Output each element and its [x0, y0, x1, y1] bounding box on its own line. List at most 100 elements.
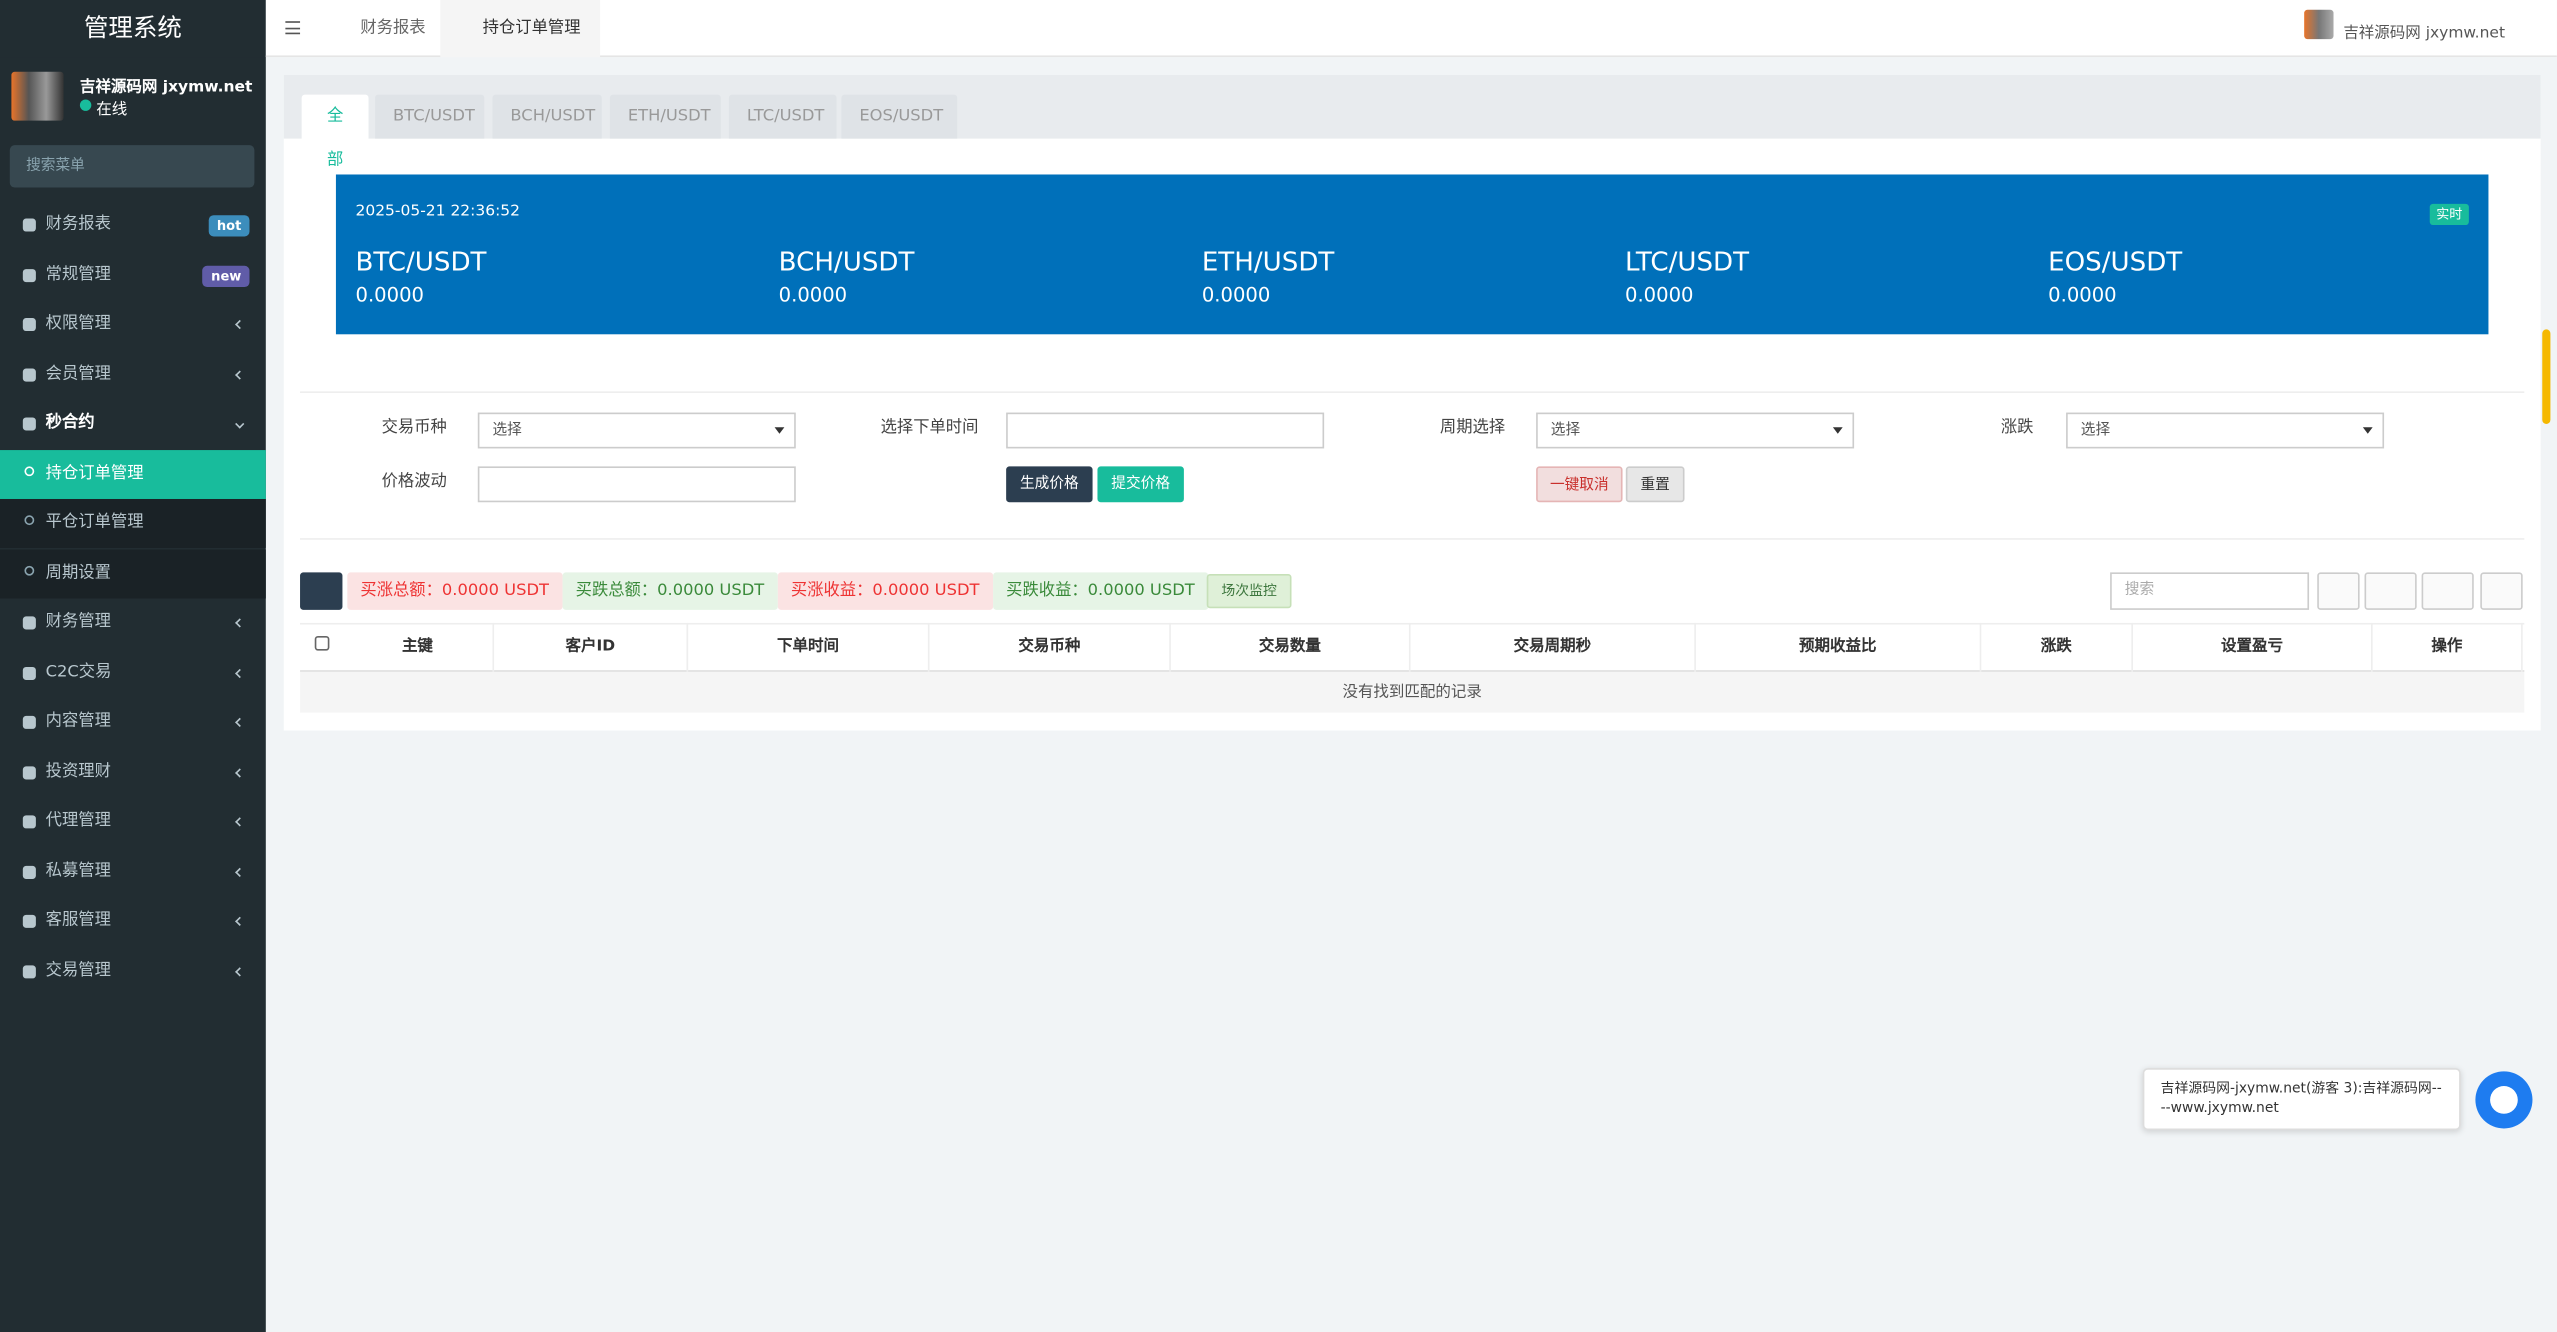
chat-button[interactable] [2475, 1071, 2533, 1129]
top-user[interactable]: 吉祥源码网 jxymw.net [2343, 24, 2506, 43]
select[interactable]: 选择 [1536, 412, 1855, 449]
stat: 买涨收益：0.0000 USDT [777, 572, 993, 610]
caret [774, 427, 785, 438]
filter-tab[interactable]: BTC/USDT [375, 94, 485, 139]
menu-icon [22, 815, 36, 829]
menu-item[interactable]: 内容管理 [0, 698, 266, 747]
column-header: 预期收益比 [1696, 622, 1982, 672]
caret [1832, 427, 1843, 438]
table-header [300, 622, 2525, 672]
menu-arrow [235, 419, 245, 429]
submenu-icon [24, 465, 35, 476]
button[interactable]: 重置 [1625, 466, 1685, 503]
menu-arrow [235, 668, 245, 678]
pair-name: BTC/USDT [355, 246, 487, 278]
pair-name: EOS/USDT [2048, 246, 2183, 278]
pair-price: 0.0000 [2048, 283, 2117, 307]
stat: 买涨总额：0.0000 USDT [347, 572, 563, 610]
menu-arrow [235, 966, 245, 976]
select[interactable]: 选择 [477, 412, 796, 449]
menu-icon [22, 616, 36, 630]
stat: 买跌收益：0.0000 USDT [993, 572, 1208, 610]
menu-item[interactable]: C2C交易 [0, 648, 266, 697]
pair-price: 0.0000 [355, 283, 424, 307]
tool-button[interactable] [2480, 572, 2523, 610]
filter-tab[interactable]: ETH/USDT [609, 94, 721, 139]
submenu-icon [24, 565, 35, 575]
column-header: 交易币种 [929, 622, 1171, 672]
checkbox[interactable] [314, 635, 330, 651]
status-dot [79, 99, 92, 111]
menu-icon [22, 914, 36, 928]
menu-item[interactable]: 权限管理 [0, 300, 266, 349]
menu-item[interactable]: 财务报表 hot [0, 201, 266, 250]
tool-button[interactable] [2364, 572, 2417, 610]
tool-button[interactable] [2317, 572, 2360, 610]
column-header: 设置盈亏 [2133, 622, 2373, 672]
top-avatar [2304, 9, 2334, 40]
sidebar: 管理系统 吉祥源码网 jxymw.net 在线 搜索菜单 财务报表 hot 常规管理… [0, 0, 266, 1332]
nav-tab[interactable]: 持仓订单管理 [440, 0, 601, 58]
chat-bubble[interactable]: 吉祥源码网-jxymw.net(游客 3):吉祥源码网----www.jxymw… [2142, 1068, 2461, 1131]
submenu-item[interactable]: 持仓订单管理 [0, 449, 266, 499]
menu-item[interactable]: 投资理财 [0, 748, 266, 797]
filter-tab[interactable]: 全部 [301, 94, 369, 170]
menu-item[interactable]: 财务管理 [0, 598, 266, 647]
chat-icon [2490, 1086, 2518, 1114]
menu-icon [22, 715, 36, 729]
menu-toggle[interactable] [285, 21, 301, 35]
column-header: 交易数量 [1171, 622, 1411, 672]
brand: 管理系统 [0, 0, 266, 58]
menu-arrow [235, 369, 245, 379]
filter-label: 选择下单时间 [880, 419, 979, 438]
filter-tab[interactable]: LTC/USDT [728, 94, 837, 139]
filter-tab[interactable]: EOS/USDT [841, 94, 958, 139]
menu-item[interactable]: 代理管理 [0, 797, 266, 846]
column-header: 涨跌 [1981, 622, 2133, 672]
menu-badge: hot [208, 215, 250, 237]
submenu-item[interactable]: 平仓订单管理 [0, 498, 266, 548]
menu-arrow [235, 767, 245, 777]
menu-item[interactable]: 秒合约 [0, 400, 266, 449]
avatar [11, 71, 64, 121]
button[interactable]: 生成价格 [1006, 466, 1093, 503]
nav-tab[interactable]: 财务报表 [360, 19, 426, 38]
filter-tab[interactable]: BCH/USDT [492, 94, 602, 139]
menu-item[interactable]: 私募管理 [0, 847, 266, 896]
caret [2362, 427, 2373, 438]
menu-arrow [235, 866, 245, 877]
date-input[interactable] [1006, 412, 1325, 449]
button[interactable]: 提交价格 [1097, 466, 1184, 503]
menu-icon [22, 765, 36, 779]
column-header: 客户ID [494, 622, 689, 672]
ticker: 2025-05-21 22:36:52 实时 BTC/USDT 0.0000 BCH/U… [335, 174, 2489, 335]
button[interactable]: 一键取消 [1536, 466, 1623, 503]
ticker-badge: 实时 [2429, 203, 2469, 226]
menu-item[interactable]: 常规管理 new [0, 250, 266, 299]
menu-item[interactable]: 交易管理 [0, 947, 266, 996]
pair-price: 0.0000 [1201, 283, 1271, 307]
filter-label: 交易币种 [381, 419, 447, 438]
menu-arrow [235, 817, 245, 827]
monitor-button[interactable]: 场次监控 [1206, 574, 1292, 609]
menu-badge: new [202, 264, 250, 287]
pair-price: 0.0000 [1624, 283, 1694, 307]
empty-row: 没有找到匹配的记录 [300, 671, 2525, 713]
column-header: 主键 [342, 622, 495, 672]
filter-label: 涨跌 [2000, 419, 2034, 438]
tool-button[interactable] [2421, 572, 2474, 610]
menu-icon [22, 218, 36, 232]
submenu-item[interactable]: 周期设置 [0, 548, 266, 598]
user-name: 吉祥源码网 jxymw.net [79, 78, 253, 97]
table-search[interactable]: 搜索 [2110, 572, 2310, 610]
menu-arrow [235, 319, 245, 330]
menu-search[interactable]: 搜索菜单 [9, 145, 255, 188]
text-input[interactable] [477, 466, 796, 503]
menu-item[interactable]: 客服管理 [0, 897, 266, 946]
refresh-button[interactable] [300, 572, 343, 610]
menu-item[interactable]: 会员管理 [0, 350, 266, 399]
filter-label: 价格波动 [381, 472, 447, 491]
pair-name: LTC/USDT [1624, 246, 1750, 278]
select[interactable]: 选择 [2066, 412, 2385, 449]
